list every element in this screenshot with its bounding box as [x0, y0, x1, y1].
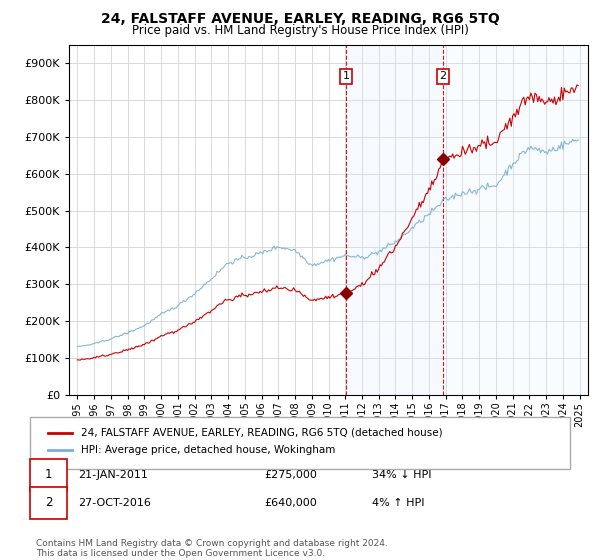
- Text: 2: 2: [439, 71, 446, 81]
- Text: 27-OCT-2016: 27-OCT-2016: [78, 498, 151, 508]
- Text: 34% ↓ HPI: 34% ↓ HPI: [372, 470, 431, 480]
- Text: Price paid vs. HM Land Registry's House Price Index (HPI): Price paid vs. HM Land Registry's House …: [131, 24, 469, 36]
- Text: 2: 2: [45, 496, 52, 510]
- Text: Contains HM Land Registry data © Crown copyright and database right 2024.
This d: Contains HM Land Registry data © Crown c…: [36, 539, 388, 558]
- Text: 1: 1: [343, 71, 350, 81]
- Text: HPI: Average price, detached house, Wokingham: HPI: Average price, detached house, Woki…: [81, 445, 335, 455]
- Text: 21-JAN-2011: 21-JAN-2011: [78, 470, 148, 480]
- Text: £275,000: £275,000: [264, 470, 317, 480]
- Text: 24, FALSTAFF AVENUE, EARLEY, READING, RG6 5TQ: 24, FALSTAFF AVENUE, EARLEY, READING, RG…: [101, 12, 499, 26]
- Text: 1: 1: [45, 468, 52, 482]
- Text: 24, FALSTAFF AVENUE, EARLEY, READING, RG6 5TQ (detached house): 24, FALSTAFF AVENUE, EARLEY, READING, RG…: [81, 428, 443, 438]
- Bar: [443, 45, 588, 395]
- Text: 4% ↑ HPI: 4% ↑ HPI: [372, 498, 425, 508]
- Bar: [346, 45, 443, 395]
- Text: £640,000: £640,000: [264, 498, 317, 508]
